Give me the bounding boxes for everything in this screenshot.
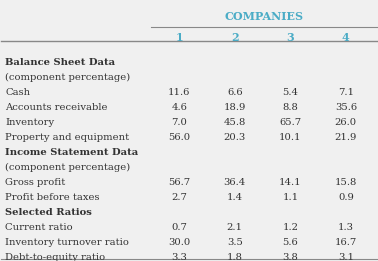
Text: 3: 3 xyxy=(287,32,294,43)
Text: 26.0: 26.0 xyxy=(335,118,357,127)
Text: 6.6: 6.6 xyxy=(227,88,243,97)
Text: 18.9: 18.9 xyxy=(224,103,246,112)
Text: 1.2: 1.2 xyxy=(282,223,298,232)
Text: 35.6: 35.6 xyxy=(335,103,357,112)
Text: 16.7: 16.7 xyxy=(335,238,357,247)
Text: 2.7: 2.7 xyxy=(171,193,187,202)
Text: 1.4: 1.4 xyxy=(227,193,243,202)
Text: (component percentage): (component percentage) xyxy=(5,73,130,82)
Text: Cash: Cash xyxy=(5,88,30,97)
Text: Debt-to-equity ratio: Debt-to-equity ratio xyxy=(5,253,105,261)
Text: 56.0: 56.0 xyxy=(168,133,190,142)
Text: Current ratio: Current ratio xyxy=(5,223,73,232)
Text: 1.1: 1.1 xyxy=(282,193,298,202)
Text: 1.3: 1.3 xyxy=(338,223,354,232)
Text: 3.5: 3.5 xyxy=(227,238,243,247)
Text: 45.8: 45.8 xyxy=(224,118,246,127)
Text: 2: 2 xyxy=(231,32,239,43)
Text: 4: 4 xyxy=(342,32,350,43)
Text: 3.1: 3.1 xyxy=(338,253,354,261)
Text: 8.8: 8.8 xyxy=(282,103,298,112)
Text: 11.6: 11.6 xyxy=(168,88,191,97)
Text: Inventory: Inventory xyxy=(5,118,54,127)
Text: 1.8: 1.8 xyxy=(227,253,243,261)
Text: Income Statement Data: Income Statement Data xyxy=(5,148,138,157)
Text: Profit before taxes: Profit before taxes xyxy=(5,193,100,202)
Text: 0.7: 0.7 xyxy=(171,223,187,232)
Text: 30.0: 30.0 xyxy=(168,238,191,247)
Text: 21.9: 21.9 xyxy=(335,133,357,142)
Text: Gross profit: Gross profit xyxy=(5,178,65,187)
Text: 3.8: 3.8 xyxy=(282,253,298,261)
Text: Inventory turnover ratio: Inventory turnover ratio xyxy=(5,238,129,247)
Text: 0.9: 0.9 xyxy=(338,193,354,202)
Text: Accounts receivable: Accounts receivable xyxy=(5,103,108,112)
Text: 56.7: 56.7 xyxy=(168,178,190,187)
Text: COMPANIES: COMPANIES xyxy=(225,11,304,22)
Text: 7.1: 7.1 xyxy=(338,88,354,97)
Text: 10.1: 10.1 xyxy=(279,133,302,142)
Text: Balance Sheet Data: Balance Sheet Data xyxy=(5,58,115,67)
Text: 5.6: 5.6 xyxy=(282,238,298,247)
Text: Property and equipment: Property and equipment xyxy=(5,133,129,142)
Text: 3.3: 3.3 xyxy=(171,253,187,261)
Text: 7.0: 7.0 xyxy=(171,118,187,127)
Text: 14.1: 14.1 xyxy=(279,178,302,187)
Text: (component percentage): (component percentage) xyxy=(5,163,130,172)
Text: 2.1: 2.1 xyxy=(227,223,243,232)
Text: Selected Ratios: Selected Ratios xyxy=(5,208,92,217)
Text: 15.8: 15.8 xyxy=(335,178,357,187)
Text: 20.3: 20.3 xyxy=(224,133,246,142)
Text: 5.4: 5.4 xyxy=(282,88,298,97)
Text: 4.6: 4.6 xyxy=(171,103,187,112)
Text: 65.7: 65.7 xyxy=(279,118,301,127)
Text: 1: 1 xyxy=(175,32,183,43)
Text: 36.4: 36.4 xyxy=(224,178,246,187)
